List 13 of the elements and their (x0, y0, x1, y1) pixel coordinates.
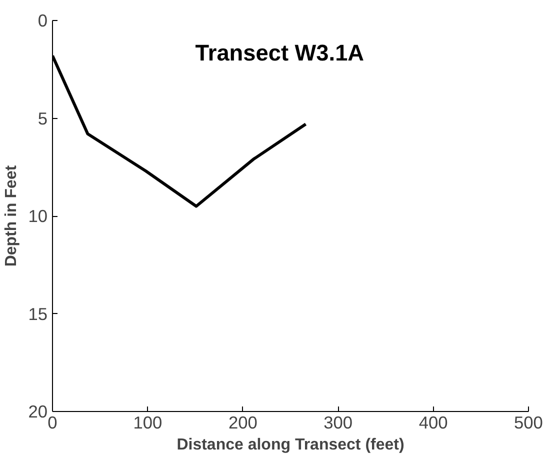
y-axis-title: Depth in Feet (3, 164, 20, 267)
y-tick-label: 15 (28, 304, 48, 324)
x-tick-label: 100 (133, 412, 162, 432)
x-axis-title: Distance along Transect (feet) (176, 436, 404, 454)
x-tick-label: 300 (324, 412, 353, 432)
x-tick-label: 400 (418, 412, 448, 432)
y-tick-label: 20 (28, 402, 48, 422)
x-tick-label: 200 (228, 412, 258, 432)
x-tick-label: 500 (514, 412, 543, 432)
y-tick-label: 5 (38, 108, 48, 128)
y-tick-label: 0 (38, 10, 48, 30)
text: Transect W3.1A (195, 39, 364, 66)
y-tick-label: 10 (28, 206, 48, 226)
